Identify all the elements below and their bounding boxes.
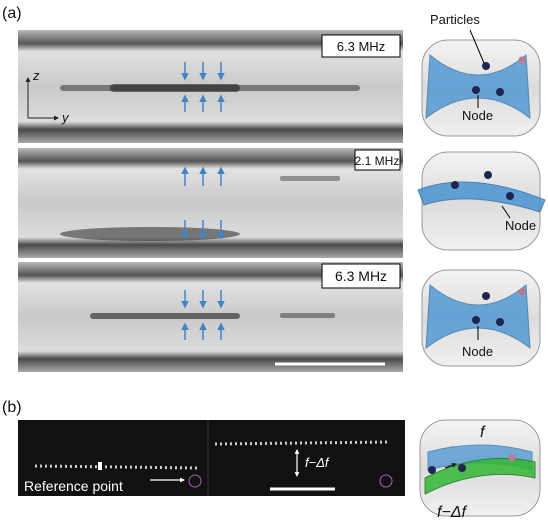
axis-label: z — [32, 68, 40, 83]
frame: z y 6.3 MHz — [18, 30, 403, 143]
schematic-label: Node — [505, 218, 536, 233]
panel-label: (b) — [2, 399, 22, 416]
figure: (a) z y 6.3 MHz 2.1 MHz — [0, 0, 548, 526]
frequency-label: 2.1 MHz — [355, 154, 400, 168]
schematic: Node — [418, 152, 545, 250]
schematic-label: f−Δf — [437, 504, 468, 521]
schematic-label: Particles — [430, 12, 480, 27]
frequency-label: 6.3 MHz — [335, 268, 387, 284]
fluorescence-image: f−Δf Reference point — [18, 420, 405, 496]
panel-label: (a) — [2, 5, 22, 22]
shift-label: f−Δf — [305, 455, 330, 470]
schematic: Node — [422, 270, 540, 366]
schematic-label: Node — [462, 344, 493, 359]
frequency-label: 6.3 MHz — [337, 39, 385, 54]
frame: 6.3 MHz — [18, 262, 403, 372]
frame: 2.1 MHz — [18, 148, 403, 258]
schematic-label: Node — [462, 108, 493, 123]
reference-label: Reference point — [24, 478, 123, 494]
schematic: Particles Node — [422, 12, 540, 136]
schematic: f f−Δf — [420, 420, 540, 521]
